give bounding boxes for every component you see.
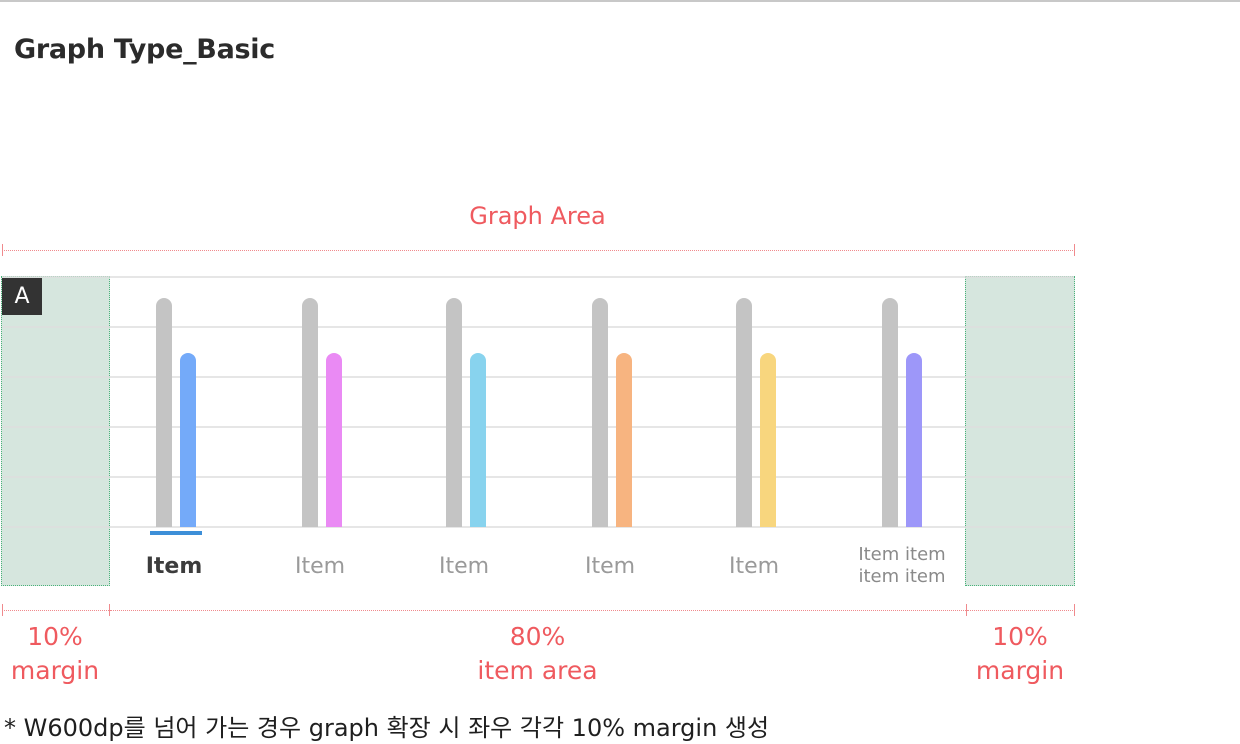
category-label: Item <box>585 554 635 579</box>
graph-area-tick-right <box>1074 244 1075 256</box>
reference-bar-base <box>302 519 318 527</box>
graph-area-dimension-line <box>2 250 1075 251</box>
reference-bar-base <box>736 519 752 527</box>
reference-bar-base <box>156 519 172 527</box>
reference-bar-base <box>446 519 462 527</box>
reference-bar <box>592 298 608 527</box>
category-label: Item <box>439 554 489 579</box>
category-label: Item <box>146 554 203 579</box>
reference-bar <box>736 298 752 527</box>
value-bar <box>326 352 342 527</box>
category-label: Item <box>295 554 345 579</box>
value-bar <box>760 352 776 527</box>
category-label-line: item item <box>858 566 945 587</box>
dimension-tick <box>109 604 110 616</box>
reference-bar <box>446 298 462 527</box>
left-margin-text: margin <box>10 656 100 685</box>
reference-bar-base <box>882 519 898 527</box>
left-margin-label: 10% margin <box>0 620 110 688</box>
reference-bar-base <box>592 519 608 527</box>
graph-area-tick-left <box>2 244 3 256</box>
value-bar-base <box>326 519 342 527</box>
value-bar <box>470 352 486 527</box>
right-margin-label: 10% margin <box>965 620 1075 688</box>
value-bar-base <box>906 519 922 527</box>
top-divider <box>0 0 1240 2</box>
right-margin-dimension-line <box>967 610 1075 611</box>
value-bar <box>906 352 922 527</box>
value-bar <box>180 352 196 527</box>
reference-bar <box>156 298 172 527</box>
category-label: Item <box>729 554 779 579</box>
dimension-tick <box>966 604 967 616</box>
right-margin-text: margin <box>975 656 1065 685</box>
right-margin-percent: 10% <box>992 622 1048 651</box>
dimension-tick <box>2 604 3 616</box>
item-area-text: item area <box>477 656 598 685</box>
dimension-tick <box>1074 604 1075 616</box>
reference-bar <box>302 298 318 527</box>
left-margin-dimension-line <box>2 610 109 611</box>
value-bar-base <box>760 519 776 527</box>
graph-area-label: Graph Area <box>469 202 606 230</box>
item-area-dimension-line <box>110 610 966 611</box>
item-area-label: 80% item area <box>110 620 965 688</box>
section-badge: A <box>2 278 42 315</box>
value-bar-base <box>180 519 196 527</box>
category-label-line: Item item <box>858 544 945 565</box>
selected-item-underline <box>150 531 202 535</box>
footnote: * W600dp를 넘어 가는 경우 graph 확장 시 좌우 각각 10% … <box>4 714 770 742</box>
item-area-percent: 80% <box>509 622 566 651</box>
reference-bar <box>882 298 898 527</box>
value-bar <box>616 352 632 527</box>
left-margin-percent: 10% <box>27 622 83 651</box>
value-bar-base <box>470 519 486 527</box>
value-bar-base <box>616 519 632 527</box>
page-title: Graph Type_Basic <box>14 34 275 65</box>
